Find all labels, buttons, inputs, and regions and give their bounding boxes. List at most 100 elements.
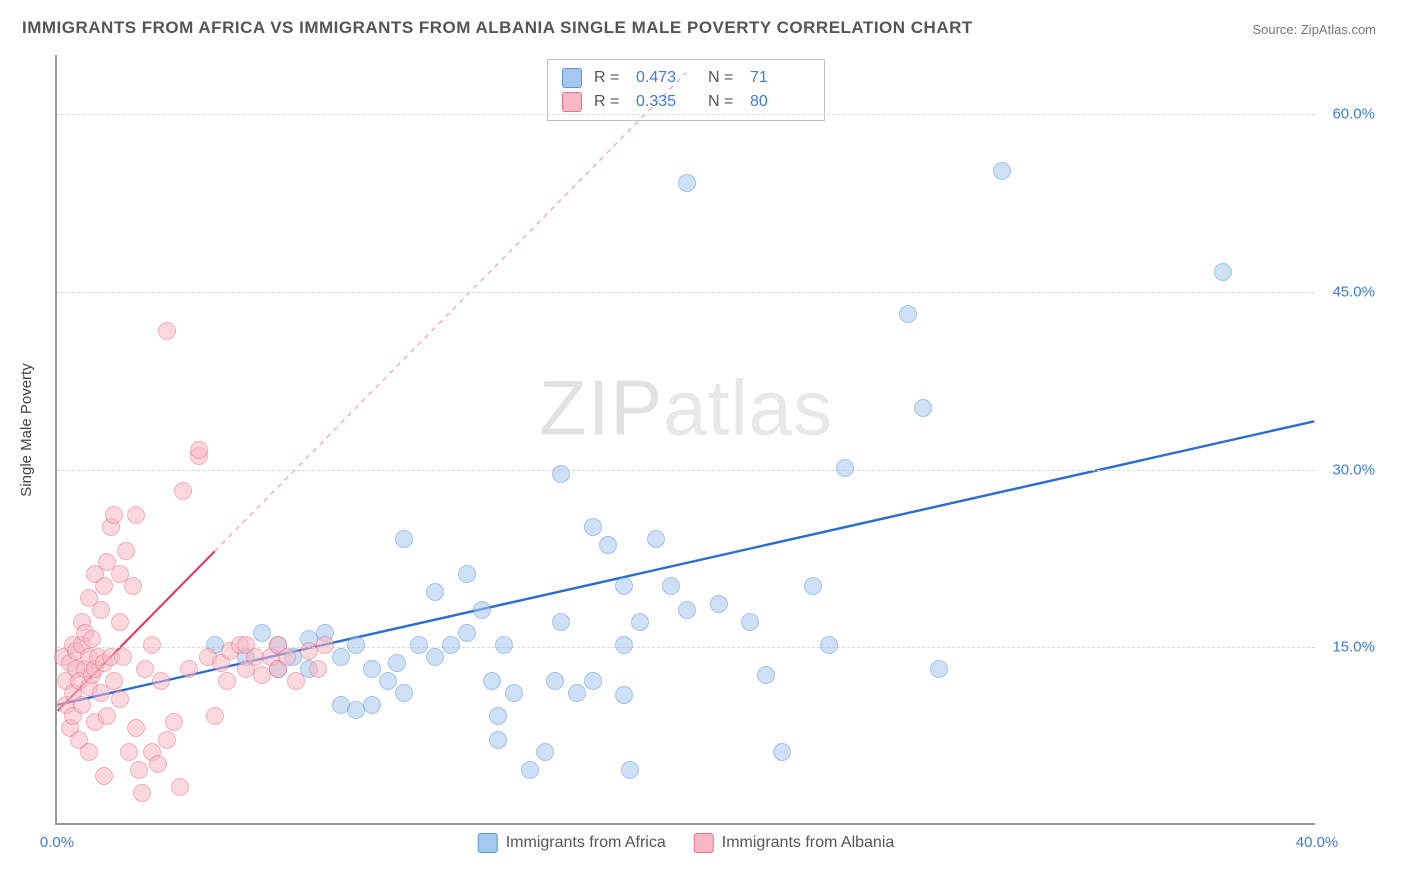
scatter-point	[773, 743, 791, 761]
scatter-plot: ZIPatlas R =0.473N =71R =0.335N =80 Immi…	[55, 55, 1315, 825]
scatter-point	[278, 648, 296, 666]
correlation-legend: R =0.473N =71R =0.335N =80	[547, 59, 825, 121]
series-legend: Immigrants from Africa Immigrants from Al…	[478, 833, 895, 853]
scatter-point	[171, 778, 189, 796]
scatter-point	[105, 506, 123, 524]
scatter-point	[662, 577, 680, 595]
scatter-point	[615, 577, 633, 595]
scatter-point	[395, 684, 413, 702]
scatter-point	[678, 601, 696, 619]
scatter-point	[111, 613, 129, 631]
scatter-point	[80, 743, 98, 761]
scatter-point	[599, 536, 617, 554]
scatter-point	[757, 666, 775, 684]
y-tick-label: 60.0%	[1332, 106, 1375, 123]
scatter-point	[546, 672, 564, 690]
scatter-point	[899, 305, 917, 323]
scatter-point	[95, 577, 113, 595]
y-axis-label: Single Male Poverty	[18, 363, 35, 496]
y-tick-label: 15.0%	[1332, 639, 1375, 656]
scatter-point	[552, 465, 570, 483]
scatter-point	[124, 577, 142, 595]
scatter-point	[584, 672, 602, 690]
legend-item: Immigrants from Africa	[478, 833, 666, 853]
scatter-point	[458, 565, 476, 583]
scatter-point	[332, 648, 350, 666]
legend-item: Immigrants from Albania	[694, 833, 895, 853]
x-tick-label: 0.0%	[40, 834, 74, 851]
scatter-point	[615, 686, 633, 704]
scatter-point	[158, 731, 176, 749]
scatter-point	[127, 506, 145, 524]
scatter-point	[458, 624, 476, 642]
scatter-point	[158, 322, 176, 340]
scatter-point	[820, 636, 838, 654]
scatter-point	[253, 624, 271, 642]
scatter-point	[363, 696, 381, 714]
scatter-point	[495, 636, 513, 654]
scatter-point	[117, 542, 135, 560]
gridline	[57, 292, 1315, 293]
gridline	[57, 114, 1315, 115]
scatter-point	[410, 636, 428, 654]
source-label: Source: ZipAtlas.com	[1252, 22, 1376, 37]
watermark: ZIPatlas	[539, 363, 833, 454]
scatter-point	[309, 660, 327, 678]
scatter-point	[584, 518, 602, 536]
scatter-point	[190, 441, 208, 459]
scatter-point	[621, 761, 639, 779]
scatter-point	[174, 482, 192, 500]
scatter-point	[120, 743, 138, 761]
scatter-point	[1214, 263, 1232, 281]
gridline	[57, 470, 1315, 471]
scatter-point	[143, 636, 161, 654]
scatter-point	[218, 672, 236, 690]
scatter-point	[836, 459, 854, 477]
scatter-point	[631, 613, 649, 631]
scatter-point	[536, 743, 554, 761]
scatter-point	[363, 660, 381, 678]
legend-row: R =0.335N =80	[562, 90, 810, 114]
scatter-point	[95, 767, 113, 785]
scatter-point	[206, 707, 224, 725]
legend-row: R =0.473N =71	[562, 66, 810, 90]
scatter-point	[615, 636, 633, 654]
scatter-point	[388, 654, 406, 672]
scatter-point	[426, 583, 444, 601]
y-tick-label: 30.0%	[1332, 461, 1375, 478]
scatter-point	[678, 174, 696, 192]
scatter-point	[426, 648, 444, 666]
scatter-point	[347, 636, 365, 654]
scatter-point	[552, 613, 570, 631]
scatter-point	[395, 530, 413, 548]
scatter-point	[489, 707, 507, 725]
scatter-point	[152, 672, 170, 690]
scatter-point	[92, 601, 110, 619]
scatter-point	[111, 690, 129, 708]
scatter-point	[83, 630, 101, 648]
scatter-point	[98, 707, 116, 725]
scatter-point	[316, 636, 334, 654]
scatter-point	[804, 577, 822, 595]
scatter-point	[149, 755, 167, 773]
scatter-point	[379, 672, 397, 690]
scatter-point	[647, 530, 665, 548]
y-tick-label: 45.0%	[1332, 283, 1375, 300]
scatter-point	[180, 660, 198, 678]
scatter-point	[930, 660, 948, 678]
scatter-point	[710, 595, 728, 613]
scatter-point	[114, 648, 132, 666]
scatter-point	[914, 399, 932, 417]
scatter-point	[133, 784, 151, 802]
scatter-point	[741, 613, 759, 631]
scatter-point	[442, 636, 460, 654]
scatter-point	[568, 684, 586, 702]
x-tick-label: 40.0%	[1296, 834, 1339, 851]
scatter-point	[127, 719, 145, 737]
scatter-point	[489, 731, 507, 749]
scatter-point	[105, 672, 123, 690]
scatter-point	[521, 761, 539, 779]
scatter-point	[130, 761, 148, 779]
chart-title: IMMIGRANTS FROM AFRICA VS IMMIGRANTS FRO…	[22, 18, 973, 38]
scatter-point	[287, 672, 305, 690]
